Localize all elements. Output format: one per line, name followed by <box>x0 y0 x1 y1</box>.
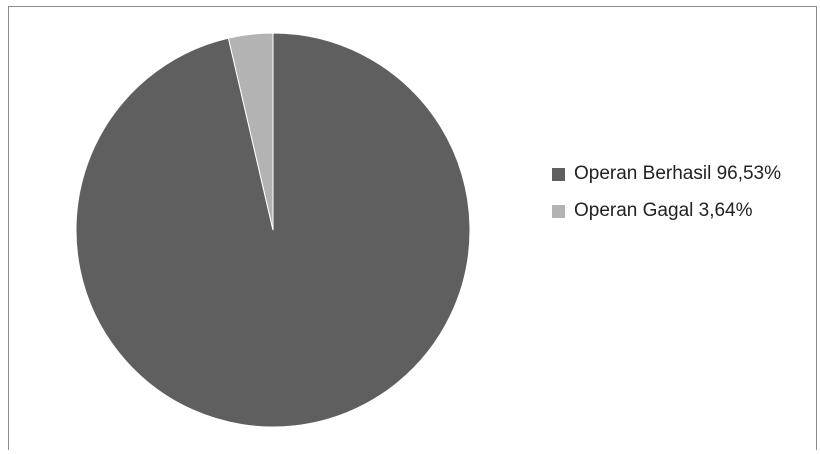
pie-slice-operan-gagal <box>227 32 274 231</box>
legend-label-operan-berhasil: Operan Berhasil 96,53% <box>574 163 782 184</box>
legend-item-operan-gagal: Operan Gagal 3,64% <box>550 197 805 224</box>
legend-swatch-operan-berhasil <box>552 168 565 181</box>
legend-label-operan-gagal: Operan Gagal 3,64% <box>574 200 753 221</box>
legend: Operan Berhasil 96,53% Operan Gagal 3,64… <box>550 160 805 234</box>
legend-swatch-operan-gagal <box>552 205 565 218</box>
legend-item-operan-berhasil: Operan Berhasil 96,53% <box>550 160 805 187</box>
